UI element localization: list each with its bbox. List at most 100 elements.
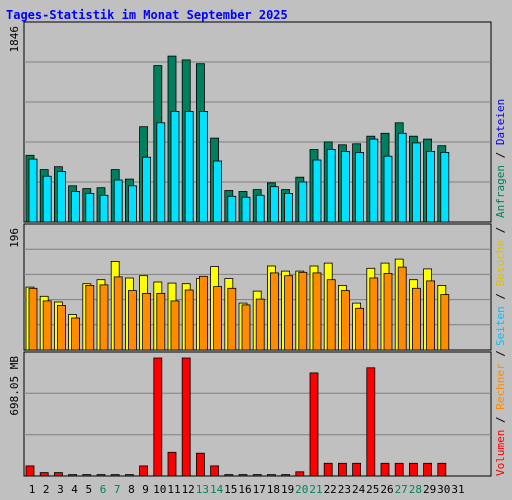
x-label-day-18: 18 xyxy=(267,483,280,496)
x-label-day-6: 6 xyxy=(100,483,107,496)
x-label-day-25: 25 xyxy=(366,483,379,496)
bar-dateien-day-20 xyxy=(298,181,308,223)
bar-volumen-day-20 xyxy=(295,471,305,477)
bar-rechner-day-15 xyxy=(227,287,237,351)
bar-rechner-day-7 xyxy=(113,276,123,351)
legend-pages-visits: Seiten / Besuche / xyxy=(494,227,507,346)
bar-volumen-day-25 xyxy=(366,367,376,477)
x-label-day-5: 5 xyxy=(85,483,92,496)
bar-rechner-day-28 xyxy=(411,287,421,351)
legend-entry: Rechner xyxy=(494,363,507,410)
bar-rechner-day-26 xyxy=(383,272,393,351)
bar-volumen-day-13 xyxy=(195,452,205,477)
bar-volumen-day-24 xyxy=(352,462,362,477)
bar-dateien-day-7 xyxy=(113,179,123,223)
bar-rechner-day-8 xyxy=(127,290,137,351)
bar-volumen-day-12 xyxy=(181,357,191,477)
bar-rechner-day-10 xyxy=(156,292,166,351)
x-label-day-11: 11 xyxy=(167,483,180,496)
bar-dateien-day-13 xyxy=(198,111,208,223)
bar-dateien-day-2 xyxy=(42,175,52,223)
legend-requests-files: Anfragen / Dateien xyxy=(494,99,507,218)
bar-volumen-day-19 xyxy=(281,474,291,477)
bar-volumen-day-11 xyxy=(167,451,177,477)
bar-rechner-day-25 xyxy=(369,277,379,351)
bar-dateien-day-12 xyxy=(184,111,194,223)
bar-volumen-day-26 xyxy=(380,462,390,477)
bar-dateien-day-19 xyxy=(284,192,294,223)
chart-title: Tages-Statistik im Monat September 2025 xyxy=(6,8,288,22)
bar-dateien-day-25 xyxy=(369,138,379,223)
bar-volumen-day-21 xyxy=(309,372,319,477)
x-label-day-1: 1 xyxy=(29,483,36,496)
bar-dateien-day-18 xyxy=(269,186,279,223)
bar-rechner-day-22 xyxy=(326,279,336,351)
x-label-day-12: 12 xyxy=(182,483,195,496)
bar-rechner-day-20 xyxy=(298,271,308,351)
x-label-day-16: 16 xyxy=(238,483,251,496)
bar-rechner-day-18 xyxy=(269,272,279,351)
x-label-day-23: 23 xyxy=(338,483,351,496)
bar-dateien-day-24 xyxy=(355,151,365,223)
bar-rechner-day-1 xyxy=(28,287,38,351)
bar-dateien-day-14 xyxy=(213,160,223,223)
bar-volumen-day-17 xyxy=(252,474,262,477)
bar-rechner-day-14 xyxy=(213,286,223,351)
bar-rechner-day-24 xyxy=(355,307,365,351)
bar-dateien-day-29 xyxy=(426,150,436,223)
bar-dateien-day-30 xyxy=(440,151,450,223)
bar-volumen-day-8 xyxy=(125,474,134,477)
y-max-label-volume: 698.05 MB xyxy=(8,356,21,416)
legend-volume-hosts: Volumen / Rechner / xyxy=(494,350,507,476)
bar-rechner-day-16 xyxy=(241,304,251,351)
x-label-day-22: 22 xyxy=(324,483,337,496)
bar-volumen-day-22 xyxy=(323,462,333,477)
bar-rechner-day-3 xyxy=(57,304,66,351)
legend-entry: / xyxy=(494,286,507,306)
bar-dateien-day-10 xyxy=(156,122,166,223)
bar-rechner-day-23 xyxy=(340,290,350,351)
bar-volumen-day-15 xyxy=(224,474,234,477)
bar-volumen-day-4 xyxy=(68,474,77,477)
x-label-day-28: 28 xyxy=(409,483,422,496)
bar-volumen-day-9 xyxy=(139,465,149,477)
legend-entry: Volumen xyxy=(494,430,507,476)
bar-volumen-day-16 xyxy=(238,474,248,477)
bar-dateien-day-27 xyxy=(397,132,407,223)
x-label-day-20: 20 xyxy=(295,483,308,496)
legend-entry: Dateien xyxy=(494,99,507,145)
bar-rechner-day-29 xyxy=(426,280,436,351)
bar-dateien-day-1 xyxy=(28,158,38,223)
bar-dateien-day-26 xyxy=(383,155,393,223)
bar-volumen-day-14 xyxy=(210,465,220,477)
bar-volumen-day-18 xyxy=(266,474,276,477)
bar-rechner-day-21 xyxy=(312,272,322,351)
bar-rechner-day-2 xyxy=(42,300,52,351)
x-label-day-8: 8 xyxy=(128,483,135,496)
y-max-label-requests: 1846 xyxy=(8,26,21,53)
bar-dateien-day-23 xyxy=(340,150,350,223)
bar-dateien-day-16 xyxy=(241,196,251,223)
y-max-label-visits: 196 xyxy=(8,228,21,248)
x-label-day-29: 29 xyxy=(423,483,436,496)
x-label-day-24: 24 xyxy=(352,483,366,496)
legend-entry: / xyxy=(494,145,507,165)
bar-rechner-day-9 xyxy=(142,292,152,351)
bar-rechner-day-17 xyxy=(255,298,265,351)
bar-dateien-day-17 xyxy=(255,194,265,223)
legend-entry: Besuche xyxy=(494,240,507,286)
bar-rechner-day-12 xyxy=(184,289,194,351)
bar-volumen-day-2 xyxy=(39,472,49,477)
x-label-day-4: 4 xyxy=(71,483,78,496)
bar-dateien-day-3 xyxy=(57,171,66,223)
bar-dateien-day-15 xyxy=(227,195,237,223)
x-label-day-3: 3 xyxy=(57,483,64,496)
bar-volumen-day-28 xyxy=(408,462,418,477)
bar-dateien-day-22 xyxy=(326,149,336,223)
legend-entry: Seiten xyxy=(494,306,507,346)
legend-entry: / xyxy=(494,227,507,240)
x-label-day-9: 9 xyxy=(142,483,149,496)
bar-volumen-day-7 xyxy=(110,474,120,477)
bar-volumen-day-23 xyxy=(337,462,347,477)
